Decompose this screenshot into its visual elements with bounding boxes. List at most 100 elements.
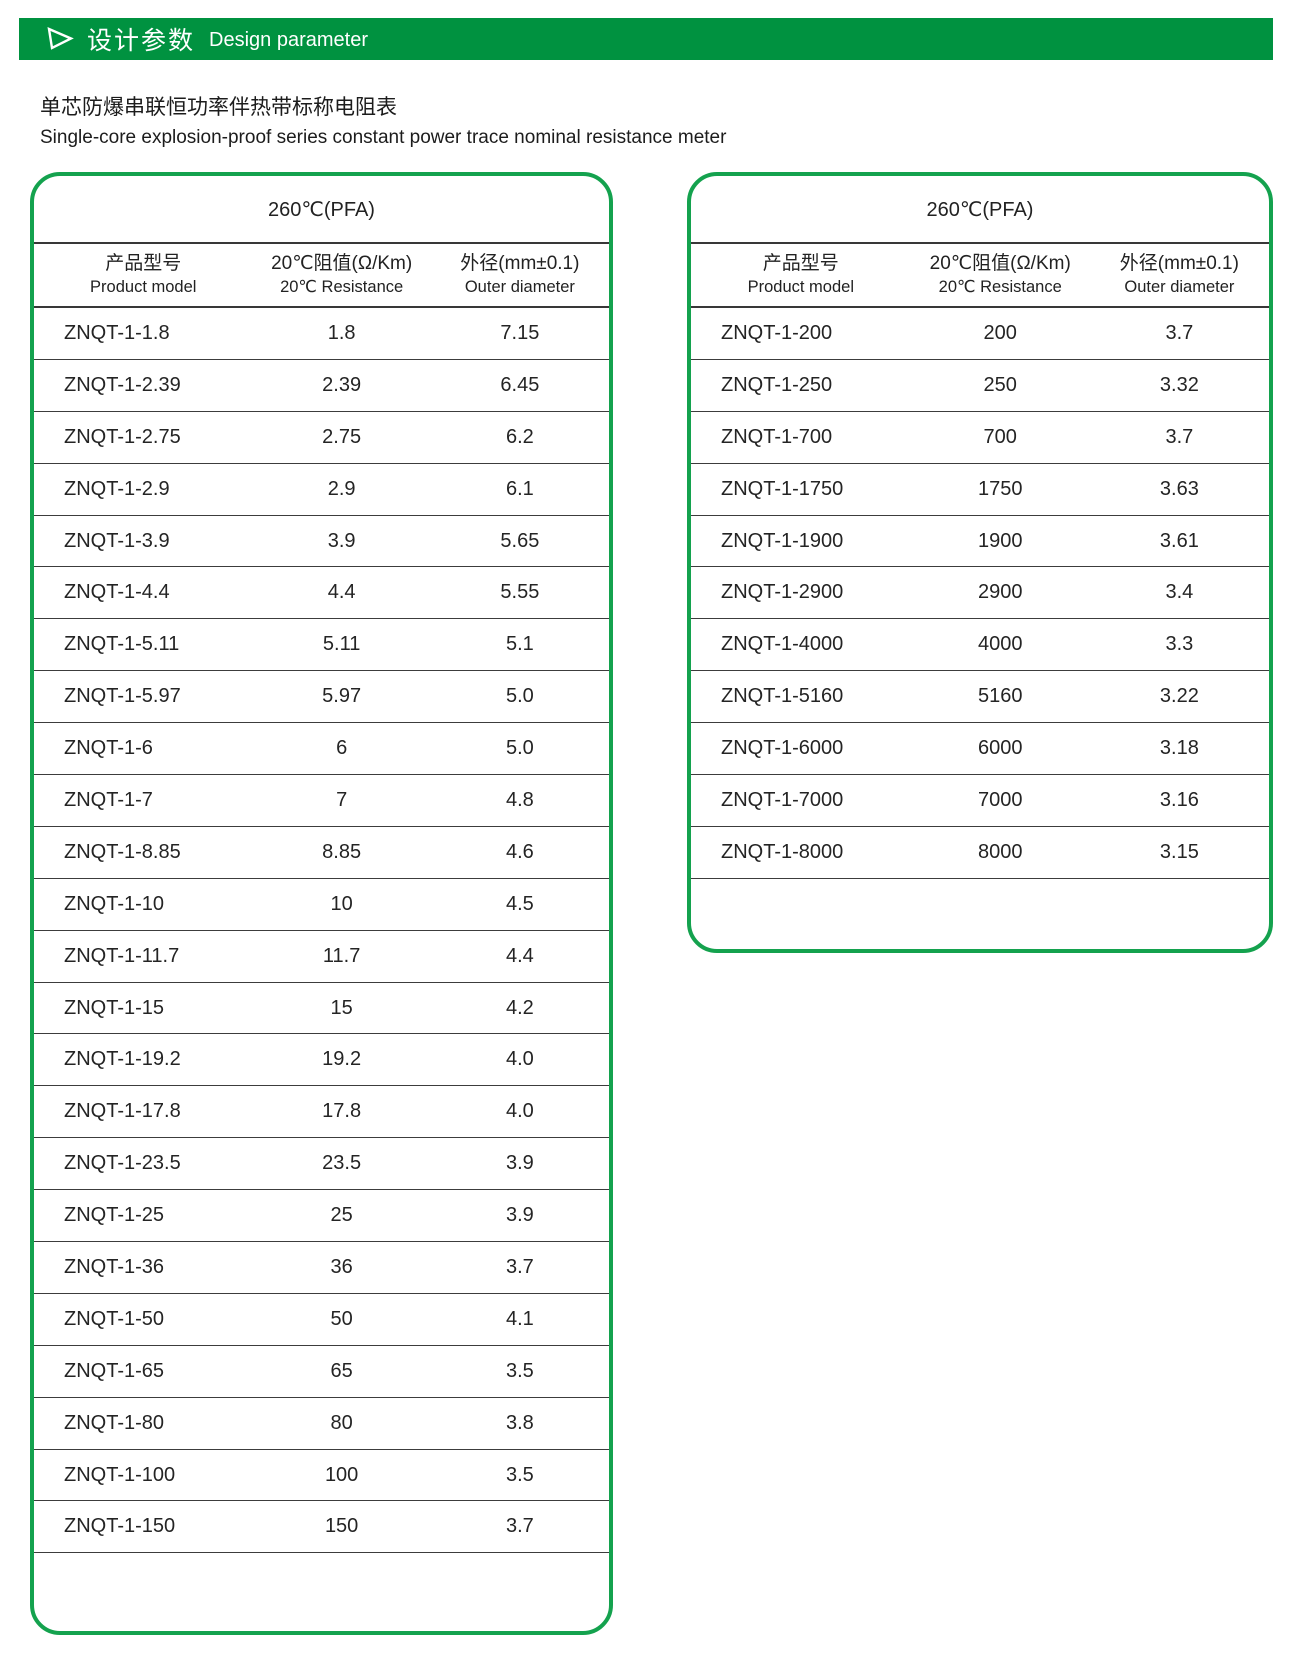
cell-product-model: ZNQT-1-200	[721, 321, 833, 344]
table-column-headers: 产品型号 Product model 20℃阻值(Ω/Km) 20℃ Resis…	[691, 244, 1269, 308]
table-row: ZNQT-1-50 50 4.1	[34, 1294, 609, 1346]
cell-resistance: 5.97	[322, 685, 362, 708]
column-header-product-model: 产品型号 Product model	[34, 252, 253, 298]
cell-resistance: 7000	[977, 788, 1023, 811]
cell-product-model: ZNQT-1-1750	[721, 477, 844, 500]
cell-resistance: 6000	[977, 737, 1023, 760]
column-header-zh: 20℃阻值(Ω/Km)	[271, 252, 413, 274]
cell-outer-diameter: 5.65	[500, 529, 540, 552]
cell-product-model: ZNQT-1-5.11	[64, 633, 180, 656]
cell-outer-diameter: 4.8	[505, 788, 534, 811]
cell-outer-diameter: 3.16	[1159, 788, 1199, 811]
cell-product-model: ZNQT-1-17.8	[64, 1100, 181, 1123]
table-row: ZNQT-1-80 80 3.8	[34, 1398, 609, 1450]
table-row: ZNQT-1-6000 6000 3.18	[691, 723, 1269, 776]
table-row: ZNQT-1-25 25 3.9	[34, 1190, 609, 1243]
cell-outer-diameter: 4.2	[505, 996, 534, 1019]
cell-outer-diameter: 4.5	[505, 892, 534, 915]
table-temp-header: 260℃(PFA)	[691, 176, 1269, 244]
cell-outer-diameter: 3.4	[1165, 581, 1194, 604]
cell-outer-diameter: 3.7	[505, 1255, 534, 1278]
cell-outer-diameter: 5.55	[500, 581, 540, 604]
cell-resistance: 2900	[977, 581, 1023, 604]
cell-outer-diameter: 3.61	[1159, 529, 1199, 552]
table-row: ZNQT-1-11.7 11.7 4.4	[34, 931, 609, 983]
cell-resistance: 3.9	[327, 529, 356, 552]
cell-resistance: 2.75	[322, 425, 362, 448]
cell-product-model: ZNQT-1-8000	[721, 840, 844, 863]
table-row: ZNQT-1-250 250 3.32	[691, 360, 1269, 412]
cell-outer-diameter: 4.0	[505, 1100, 534, 1123]
table-row: ZNQT-1-2900 2900 3.4	[691, 567, 1269, 620]
cell-outer-diameter: 3.18	[1159, 737, 1199, 760]
page-title-en: Single-core explosion-proof series const…	[40, 127, 727, 149]
cell-outer-diameter: 3.5	[505, 1359, 534, 1382]
table-row: ZNQT-1-10 10 4.5	[34, 879, 609, 931]
cell-resistance: 23.5	[322, 1152, 362, 1175]
cell-product-model: ZNQT-1-6	[64, 737, 153, 760]
table-row: ZNQT-1-4.4 4.4 5.55	[34, 567, 609, 620]
column-header-en: Product model	[90, 277, 197, 296]
cell-product-model: ZNQT-1-23.5	[64, 1152, 181, 1175]
column-header-resistance: 20℃阻值(Ω/Km) 20℃ Resistance	[911, 252, 1090, 298]
cell-resistance: 65	[330, 1359, 353, 1382]
cell-resistance: 36	[330, 1255, 353, 1278]
table-row: ZNQT-1-3.9 3.9 5.65	[34, 516, 609, 568]
cell-outer-diameter: 3.22	[1159, 685, 1199, 708]
cell-resistance: 1750	[977, 477, 1023, 500]
table-row: ZNQT-1-36 36 3.7	[34, 1242, 609, 1294]
cell-product-model: ZNQT-1-15	[64, 996, 165, 1019]
table-row: ZNQT-1-2.39 2.39 6.45	[34, 360, 609, 412]
cell-product-model: ZNQT-1-4.4	[64, 581, 170, 604]
column-header-zh: 外径(mm±0.1)	[460, 252, 580, 274]
cell-outer-diameter: 4.0	[505, 1048, 534, 1071]
cell-outer-diameter: 3.9	[505, 1152, 534, 1175]
cell-resistance: 5160	[977, 685, 1023, 708]
table-row: ZNQT-1-7 7 4.8	[34, 775, 609, 827]
table-row: ZNQT-1-2.9 2.9 6.1	[34, 464, 609, 516]
cell-product-model: ZNQT-1-150	[64, 1515, 176, 1538]
table-row: ZNQT-1-2.75 2.75 6.2	[34, 412, 609, 464]
cell-resistance: 700	[983, 425, 1017, 448]
cell-product-model: ZNQT-1-7000	[721, 788, 844, 811]
cell-outer-diameter: 6.1	[505, 477, 534, 500]
cell-resistance: 15	[330, 996, 353, 1019]
table-row: ZNQT-1-17.8 17.8 4.0	[34, 1086, 609, 1139]
cell-resistance: 10	[330, 892, 353, 915]
resistance-table-right: 260℃(PFA) 产品型号 Product model 20℃阻值(Ω/Km)…	[687, 172, 1273, 953]
table-body: ZNQT-1-200 200 3.7 ZNQT-1-250 250 3.32 ZNQT-1-…	[691, 308, 1269, 879]
table-body: ZNQT-1-1.8 1.8 7.15 ZNQT-1-2.39 2.39 6.45 ZNQT…	[34, 308, 609, 1554]
cell-outer-diameter: 4.4	[505, 944, 534, 967]
cell-product-model: ZNQT-1-50	[64, 1307, 165, 1330]
cell-outer-diameter: 6.2	[505, 425, 534, 448]
cell-resistance: 1.8	[327, 321, 356, 344]
cell-product-model: ZNQT-1-6000	[721, 737, 844, 760]
cell-resistance: 4.4	[327, 581, 356, 604]
cell-product-model: ZNQT-1-5.97	[64, 685, 181, 708]
table-row: ZNQT-1-8.85 8.85 4.6	[34, 827, 609, 879]
table-row: ZNQT-1-5.11 5.11 5.1	[34, 619, 609, 672]
cell-outer-diameter: 7.15	[500, 321, 540, 344]
cell-resistance: 25	[330, 1204, 353, 1227]
column-header-en: Outer diameter	[1124, 277, 1235, 296]
cell-product-model: ZNQT-1-65	[64, 1359, 165, 1382]
table-row: ZNQT-1-1750 1750 3.63	[691, 464, 1269, 516]
cell-outer-diameter: 5.0	[505, 685, 534, 708]
section-title-en: Design parameter	[209, 28, 368, 51]
cell-resistance: 17.8	[322, 1100, 362, 1123]
table-row: ZNQT-1-200 200 3.7	[691, 308, 1269, 360]
table-row: ZNQT-1-5.97 5.97 5.0	[34, 671, 609, 724]
table-row: ZNQT-1-6 6 5.0	[34, 723, 609, 776]
cell-product-model: ZNQT-1-36	[64, 1255, 165, 1278]
cell-outer-diameter: 3.32	[1159, 373, 1199, 396]
cell-product-model: ZNQT-1-10	[64, 892, 165, 915]
cell-outer-diameter: 3.3	[1165, 633, 1194, 656]
cell-resistance: 100	[324, 1463, 359, 1486]
column-header-product-model: 产品型号 Product model	[691, 252, 911, 298]
table-row: ZNQT-1-1900 1900 3.61	[691, 516, 1269, 568]
page-title-zh: 单芯防爆串联恒功率伴热带标称电阻表	[40, 96, 397, 119]
cell-resistance: 250	[983, 373, 1017, 396]
cell-product-model: ZNQT-1-700	[721, 425, 833, 448]
cell-outer-diameter: 5.0	[505, 737, 534, 760]
cell-outer-diameter: 3.7	[505, 1515, 534, 1538]
